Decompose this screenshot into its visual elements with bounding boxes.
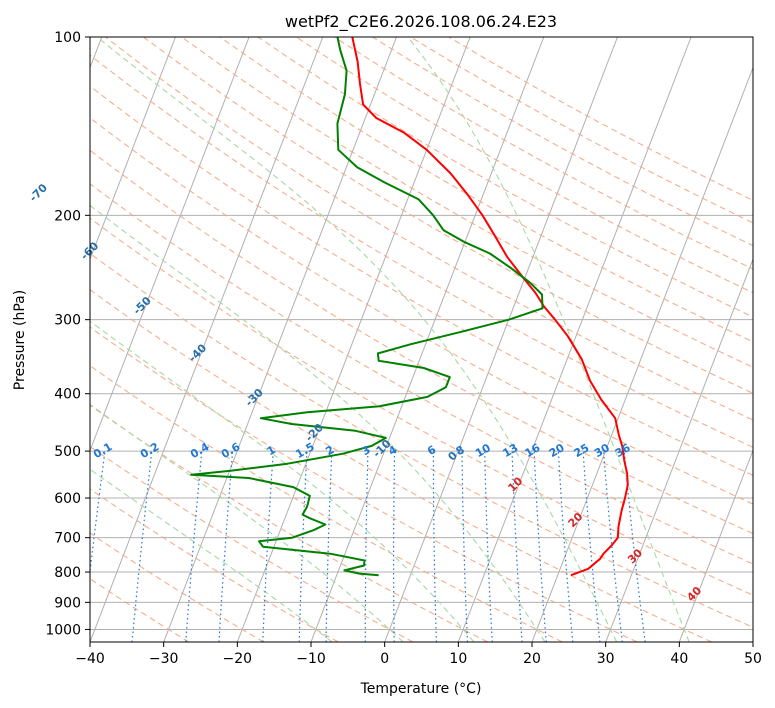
x-tick-label: 10 [449, 651, 467, 667]
mixing-ratio-line [218, 451, 234, 642]
mixing-ratio-line [298, 451, 308, 642]
y-tick-label: 1000 [45, 622, 81, 638]
temperature-profile-line [351, 37, 629, 577]
x-tick-label: 30 [597, 651, 615, 667]
moist-adiabat-line [90, 403, 404, 642]
x-tick-label: −10 [296, 651, 326, 667]
dry-adiabat-line [90, 488, 339, 642]
y-tick-label: 400 [54, 387, 81, 403]
dry-adiabat-line [90, 54, 753, 448]
mixing-ratio-line [461, 451, 469, 642]
mixing-ratio-line [131, 451, 153, 642]
dewpoint-profile-line [190, 37, 544, 577]
y-tick-label: 100 [54, 30, 81, 46]
mixing-ratio-line [603, 451, 623, 642]
sounding-series [190, 37, 629, 577]
moist-adiabat-line [96, 37, 618, 642]
isotherm-line [90, 37, 176, 261]
isotherm-line [531, 66, 753, 642]
y-tick-label: 300 [54, 313, 81, 329]
y-tick-label: 600 [54, 491, 81, 507]
isotherm-line [457, 37, 692, 642]
mixing-ratio-line [623, 451, 646, 642]
isotherm-line [163, 37, 397, 642]
mixing-ratio-line [432, 451, 437, 642]
mixing-ratio-line [325, 451, 333, 642]
mixing-ratio-line [262, 451, 274, 642]
isotherm-line [90, 37, 250, 452]
y-axis-label: Pressure (hPa) [12, 290, 28, 390]
isotherm-line [236, 37, 471, 642]
dry-adiabat-line [90, 183, 753, 565]
moist-adiabat-line [407, 37, 690, 642]
dry-adiabat-line [90, 85, 753, 476]
isotherm-line [605, 257, 753, 642]
mixing-ratio-line [90, 451, 106, 577]
x-tick-label: 20 [523, 651, 541, 667]
dry-adiabat-line [90, 117, 753, 505]
chart-title: wetPf2_C2E6.2026.108.06.24.E23 [285, 12, 557, 32]
mixing-ratio-line [185, 451, 203, 642]
x-tick-label: −20 [223, 651, 253, 667]
mixing-ratio-line [511, 451, 523, 642]
mixing-ratio-line [393, 451, 396, 642]
y-tick-label: 800 [54, 565, 81, 581]
isotherm-line [384, 37, 618, 642]
y-tick-label: 700 [54, 531, 81, 547]
y-tick-label: 500 [54, 444, 81, 460]
y-tick-label: 900 [54, 595, 81, 611]
dry-adiabat-line [181, 37, 753, 368]
mixing-ratio-line [484, 451, 493, 642]
x-tick-label: 40 [670, 651, 688, 667]
x-tick-label: −30 [149, 651, 179, 667]
isotherm-line [90, 37, 324, 642]
x-axis-label: Temperature (°C) [360, 681, 482, 697]
x-tick-label: 0 [380, 651, 389, 667]
dry-adiabat-line [90, 532, 264, 642]
isotherm-line [678, 449, 753, 642]
dry-adiabat-line [90, 217, 753, 596]
mixing-ratio-line [582, 451, 601, 642]
x-tick-label: −40 [75, 651, 105, 667]
mixing-ratio-line [533, 451, 547, 642]
dry-adiabat-line [90, 445, 414, 642]
moist-adiabat-line [90, 468, 333, 642]
dry-adiabat-line [90, 404, 488, 642]
mixing-ratio-line [557, 451, 574, 642]
y-tick-label: 200 [54, 208, 81, 224]
mixing-ratio-line [364, 451, 369, 642]
plot-frame [89, 36, 754, 643]
dry-adiabat-line [219, 37, 753, 343]
dry-adiabat-line [90, 252, 753, 628]
dry-adiabat-line [90, 364, 563, 642]
dry-adiabat-line [295, 37, 753, 294]
x-tick-label: 50 [744, 651, 762, 667]
moist-adiabat-line [90, 204, 546, 642]
moist-adiabat-line [90, 320, 475, 642]
